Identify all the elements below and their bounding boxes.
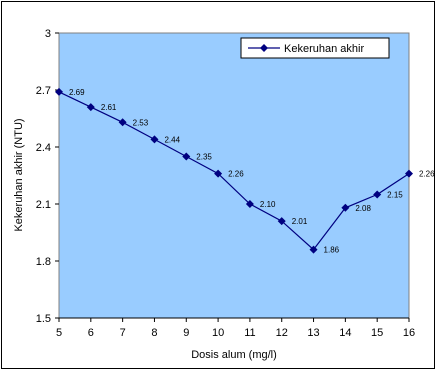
y-tick-label: 1.5 [36,313,51,325]
x-tick-label: 10 [212,327,224,339]
data-label: 2.44 [164,135,180,144]
data-point [55,87,63,96]
plot-area [58,32,410,319]
y-tick-label: 3 [45,28,51,40]
data-label: 2.69 [69,88,85,97]
x-tick-label: 5 [56,327,62,339]
x-axis-title: Dosis alum (mg/l) [191,349,277,361]
data-point [277,217,286,226]
data-label: 2.01 [292,217,308,226]
data-label: 2.53 [133,118,149,127]
data-point [86,103,95,112]
x-tick-label: 16 [403,327,415,339]
x-tick-label: 13 [307,327,319,339]
data-point [182,152,191,161]
series-layer: 2.69 2.61 2.53 2.44 2.35 2.26 2.10 2.01 1.86 2.08… [55,87,435,255]
x-tick-label: 14 [339,327,351,339]
y-tick-label: 2.1 [36,199,51,211]
legend-series-label: Kekeruhan akhir [284,43,364,55]
data-point [341,203,350,212]
x-axis: 5 6 7 8 9 10 11 12 13 14 15 16 [56,317,415,339]
x-tick-label: 8 [151,327,157,339]
data-point [245,200,254,208]
data-label: 2.26 [419,170,435,179]
x-tick-label: 11 [244,327,255,339]
series-line [58,91,410,251]
x-tick-label: 6 [88,327,94,339]
data-label: 2.35 [196,153,212,162]
data-point [405,169,413,178]
y-axis: 1.5 1.8 2.1 2.4 2.7 3 [36,28,60,325]
data-point [150,135,159,144]
x-tick-label: 12 [276,327,288,339]
data-point [118,118,127,127]
data-point [373,190,382,199]
legend: Kekeruhan akhir [240,37,390,59]
data-label: 2.08 [355,204,371,213]
x-tick-label: 15 [371,327,383,339]
y-axis-title: Kekeruhan akhir (NTU) [13,118,25,231]
data-label: 2.61 [101,103,117,112]
data-label: 2.10 [260,200,276,209]
data-point [214,169,223,178]
y-tick-label: 2.7 [36,85,51,97]
legend-box [240,37,390,59]
data-label: 2.15 [387,191,403,200]
x-tick-label: 9 [183,327,189,339]
legend-marker [260,44,268,52]
y-tick-label: 2.4 [36,142,51,154]
x-tick-label: 7 [120,327,126,339]
data-label: 1.86 [324,246,340,255]
y-tick-label: 1.8 [36,256,51,268]
data-point [309,245,318,254]
data-label: 2.26 [228,170,244,179]
